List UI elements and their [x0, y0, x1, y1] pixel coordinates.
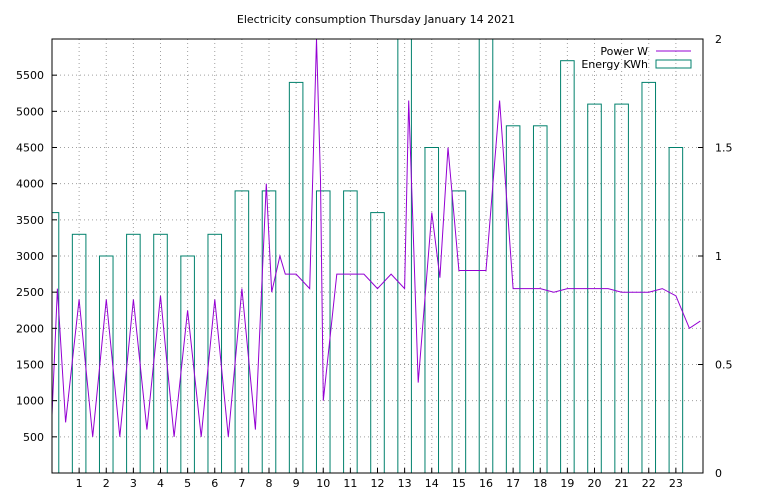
- energy-box: [207, 233, 223, 474]
- energy-box: [71, 233, 87, 474]
- x-tick-label: 16: [479, 477, 493, 490]
- x-tick-label: 20: [588, 477, 602, 490]
- energy-box: [641, 81, 657, 474]
- x-tick-label: 21: [615, 477, 629, 490]
- y2-tick-label: 0: [715, 467, 722, 480]
- y2-tick-label: 0.5: [715, 359, 733, 372]
- x-tick-label: 2: [103, 477, 110, 490]
- y-tick-label: 3500: [16, 214, 44, 227]
- legend-power-label: Power W: [600, 45, 648, 58]
- x-tick-label: 12: [371, 477, 385, 490]
- legend-energy-label: Energy KWh: [581, 58, 648, 71]
- x-tick-label: 19: [560, 477, 574, 490]
- y-tick-label: 2500: [16, 286, 44, 299]
- energy-box: [288, 81, 304, 474]
- x-tick-label: 5: [184, 477, 191, 490]
- y2-tick-label: 1.5: [715, 142, 733, 155]
- y-tick-label: 5000: [16, 105, 44, 118]
- grid: [52, 39, 703, 473]
- legend: Power W Energy KWh: [581, 45, 692, 71]
- energy-box: [668, 147, 684, 474]
- energy-kwh-series: [51, 38, 684, 474]
- x-tick-label: 18: [533, 477, 547, 490]
- x-tick-label: 4: [157, 477, 164, 490]
- x-tick-label: 14: [425, 477, 439, 490]
- legend-energy-swatch: [655, 59, 692, 69]
- x-tick-label: 8: [266, 477, 273, 490]
- y-tick-label: 4000: [16, 178, 44, 191]
- y2-tick-label: 1: [715, 250, 722, 263]
- axes: 500 1000 1500 2000 2500 3000 3500 4000 4500 5000 5…: [16, 33, 733, 490]
- y-tick-label: 4500: [16, 142, 44, 155]
- x-tick-label: 3: [130, 477, 137, 490]
- x-tick-label: 7: [238, 477, 245, 490]
- y-tick-label: 5500: [16, 69, 44, 82]
- y-tick-label: 500: [23, 431, 44, 444]
- x-tick-label: 22: [642, 477, 656, 490]
- chart-title: Electricity consumption Thursday January…: [237, 13, 515, 26]
- x-tick-label: 13: [398, 477, 412, 490]
- energy-box: [98, 255, 114, 474]
- energy-box: [424, 147, 440, 474]
- x-tick-label: 15: [452, 477, 466, 490]
- y-tick-label: 2000: [16, 322, 44, 335]
- x-tick-label: 6: [211, 477, 218, 490]
- y-tick-label: 1000: [16, 395, 44, 408]
- x-tick-label: 9: [293, 477, 300, 490]
- power-line: [51, 38, 701, 437]
- y-tick-label: 3000: [16, 250, 44, 263]
- x-tick-label: 10: [316, 477, 330, 490]
- y-tick-label: 1500: [16, 359, 44, 372]
- y2-tick-label: 2: [715, 33, 722, 46]
- power-w-series: [51, 38, 701, 437]
- x-tick-label: 1: [76, 477, 83, 490]
- x-tick-label: 17: [506, 477, 520, 490]
- x-tick-label: 23: [669, 477, 683, 490]
- x-tick-label: 11: [343, 477, 357, 490]
